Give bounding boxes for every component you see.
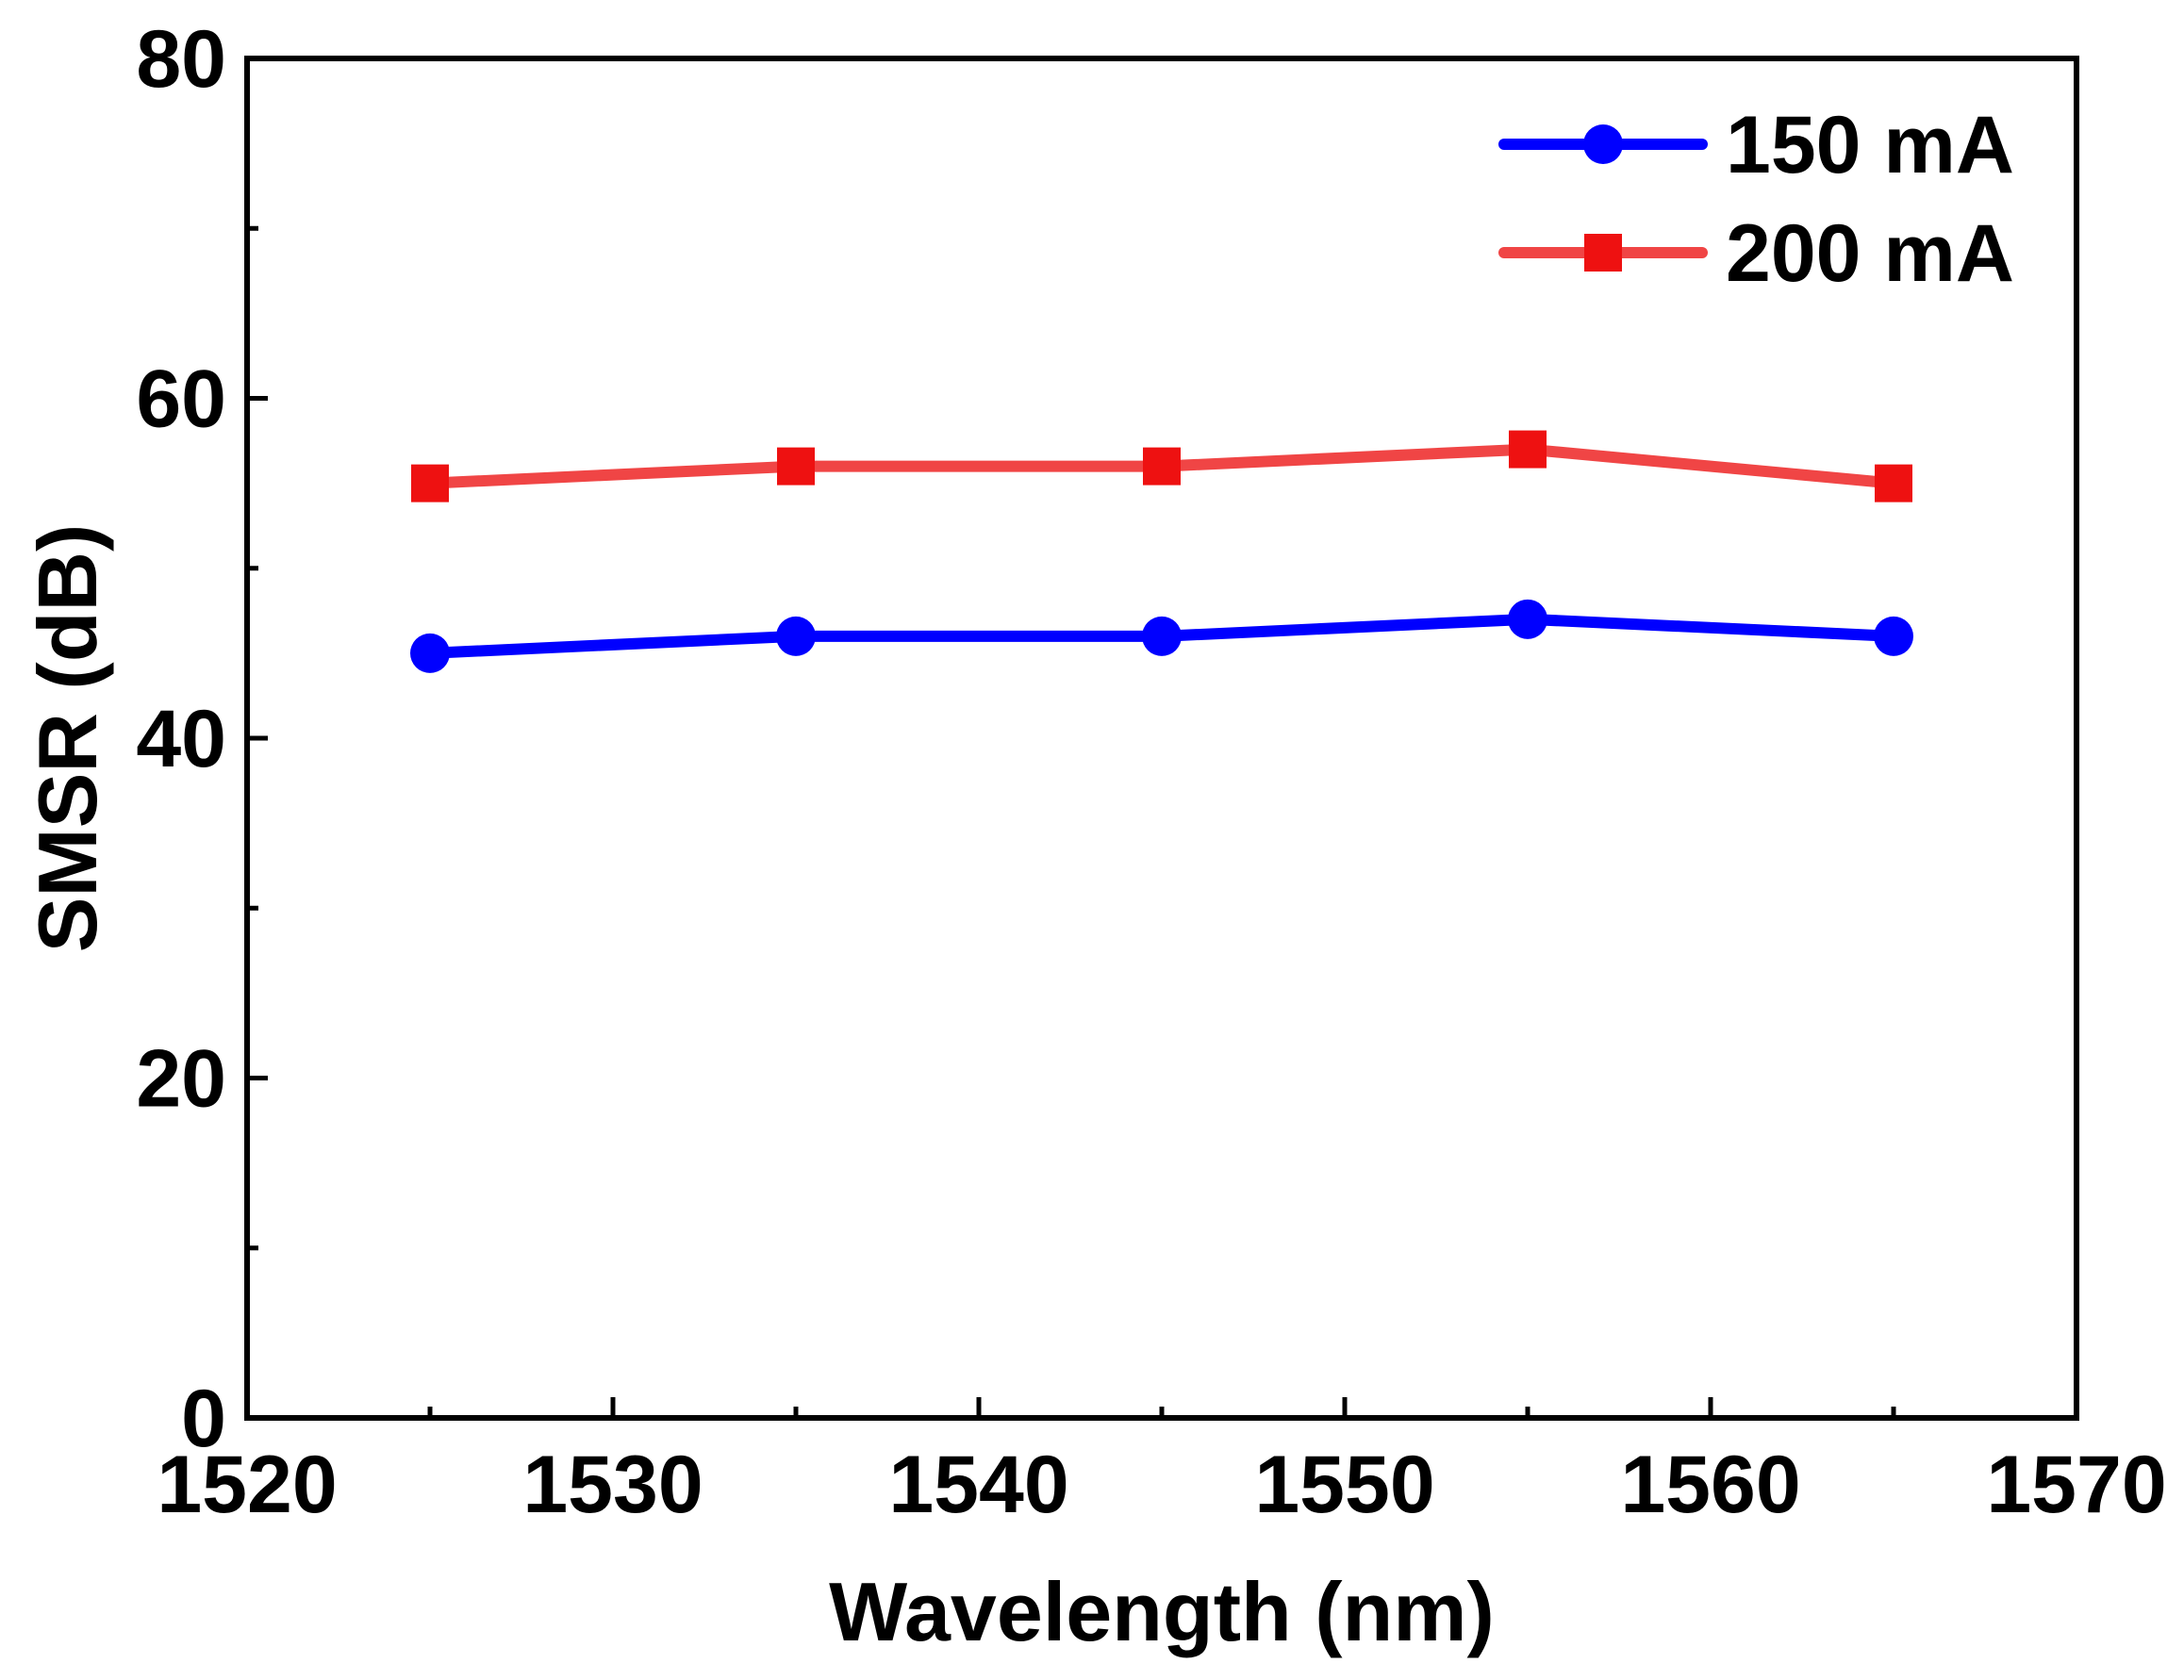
x-tick-label: 1540 xyxy=(888,1440,1068,1530)
y-tick-label: 40 xyxy=(136,694,226,784)
y-tick-label: 0 xyxy=(181,1374,226,1464)
x-tick-label: 1530 xyxy=(522,1440,703,1530)
x-axis-title: Wavelength (nm) xyxy=(829,1565,1495,1658)
data-point-square xyxy=(777,447,815,486)
data-point-square xyxy=(1875,464,1912,502)
y-tick-label: 20 xyxy=(136,1034,226,1125)
legend-marker-circle xyxy=(1583,124,1623,164)
data-point-circle xyxy=(776,616,816,656)
x-tick-label: 1520 xyxy=(157,1440,337,1530)
data-point-circle xyxy=(1142,616,1182,656)
legend-label-200ma: 200 mA xyxy=(1726,208,2014,299)
y-axis-title: SMSR (dB) xyxy=(21,524,114,953)
data-point-circle xyxy=(1508,599,1547,639)
data-point-square xyxy=(1143,447,1181,486)
x-tick-label: 1560 xyxy=(1620,1440,1800,1530)
data-point-square xyxy=(411,464,449,502)
data-point-circle xyxy=(1874,616,1913,656)
legend-label-150ma: 150 mA xyxy=(1726,100,2014,190)
y-axis-ticks: 0 20 40 60 80 xyxy=(136,14,268,1464)
legend: 150 mA 200 mA xyxy=(1498,100,2014,299)
x-tick-label: 1550 xyxy=(1254,1440,1434,1530)
data-point-circle xyxy=(410,633,450,673)
series-layer xyxy=(410,430,1913,673)
x-tick-label: 1570 xyxy=(1986,1440,2166,1530)
legend-marker-square xyxy=(1584,234,1622,272)
y-tick-label: 80 xyxy=(136,14,226,105)
data-point-square xyxy=(1509,430,1547,469)
x-axis-ticks: 1520 1530 1540 1550 1560 1570 xyxy=(157,1397,2167,1530)
y-tick-label: 60 xyxy=(136,354,226,445)
